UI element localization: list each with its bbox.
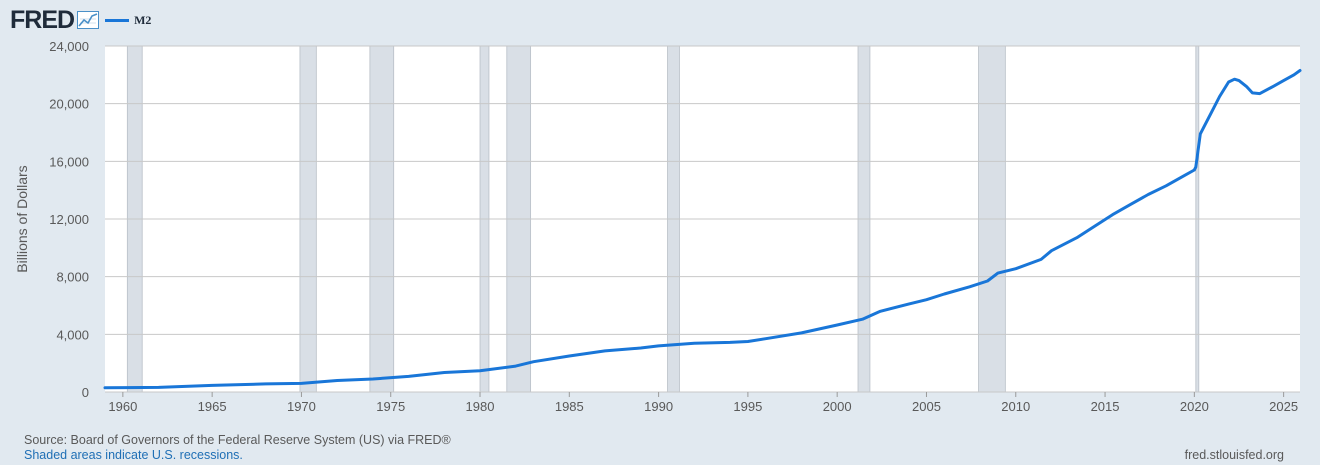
legend: M2 [105,13,151,28]
x-tick-label: 2000 [823,399,852,414]
x-tick-label: 1995 [733,399,762,414]
series-line-m2 [103,69,1302,390]
x-axis-ticks: 1960 1965 1970 1975 1980 1985 1990 1995 2000 2005… [108,392,1298,414]
y-tick-label: 20,000 [49,97,89,112]
x-tick-label: 2005 [912,399,941,414]
series-layer [103,69,1302,390]
legend-swatch [105,18,130,22]
y-tick-label: 4,000 [56,327,89,342]
y-tick-label: 16,000 [49,154,89,169]
x-tick-label: 1965 [198,399,227,414]
chart-header: FRED M2 [10,6,151,34]
x-tick-label: 2010 [1001,399,1030,414]
x-tick-label: 1990 [644,399,673,414]
y-tick-label: 8,000 [56,270,89,285]
y-tick-label: 0 [82,385,89,400]
y-tick-label: 24,000 [49,39,89,54]
source-text: Source: Board of Governors of the Federa… [24,433,451,447]
legend-label: M2 [134,12,152,27]
x-tick-label: 1985 [555,399,584,414]
x-tick-label: 2020 [1180,399,1209,414]
x-tick-label: 1975 [376,399,405,414]
fred-logo[interactable]: FRED [10,5,75,34]
recession-note[interactable]: Shaded areas indicate U.S. recessions. [24,448,243,462]
line-chart-icon [77,11,100,29]
x-tick-label: 2015 [1091,399,1120,414]
y-axis-label: Billions of Dollars [14,165,30,272]
x-tick-label: 2025 [1269,399,1298,414]
site-url[interactable]: fred.stlouisfed.org [1184,448,1284,462]
x-tick-label: 1960 [108,399,137,414]
footer-notes: Source: Board of Governors of the Federa… [24,433,451,463]
y-axis-ticks: 0 4,000 8,000 12,000 16,000 20,000 24,000 [49,39,89,400]
x-tick-label: 1980 [466,399,495,414]
grid-lines [105,45,1300,393]
x-tick-label: 1970 [287,399,316,414]
y-tick-label: 12,000 [49,212,89,227]
